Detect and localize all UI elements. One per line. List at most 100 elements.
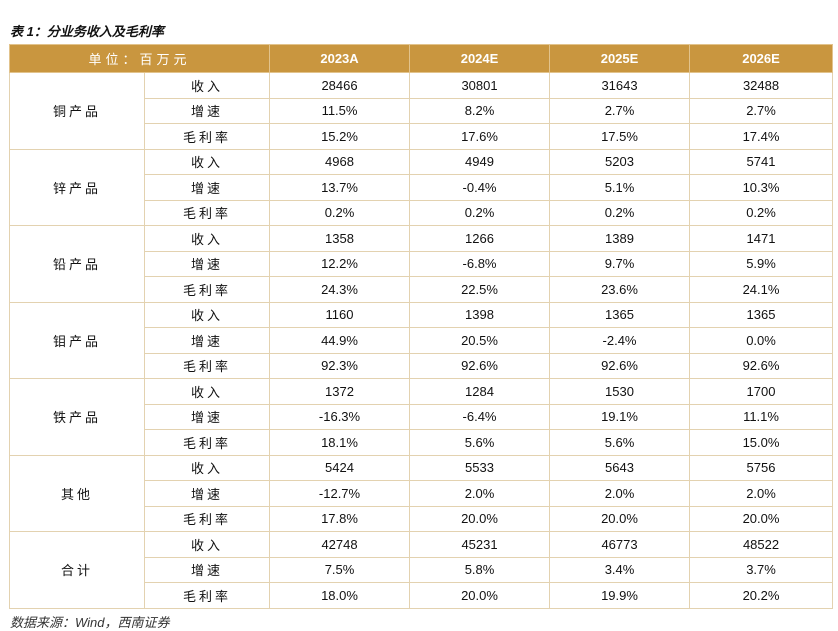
value-cell: 5.8% xyxy=(409,556,551,583)
value-cell: 13.7% xyxy=(269,174,411,201)
value-cell: 44.9% xyxy=(269,327,411,354)
metric-name: 增速 xyxy=(143,556,271,583)
table-row: 钼产品 收入 1160 1398 1365 1365 xyxy=(9,301,834,379)
value-cell: 17.6% xyxy=(409,123,551,150)
value-cell: 20.5% xyxy=(409,327,551,354)
value-cell: 19.1% xyxy=(549,403,691,430)
column-header: 2023A xyxy=(269,44,411,73)
value-cell: 5203 xyxy=(549,148,691,175)
metric-name: 增速 xyxy=(143,480,271,507)
value-cell: 0.2% xyxy=(689,199,834,226)
value-cell: 4968 xyxy=(269,148,411,175)
metric-name: 增速 xyxy=(143,174,271,201)
group-name: 合计 xyxy=(9,531,145,609)
value-cell: 9.7% xyxy=(549,250,691,277)
value-cell: 5741 xyxy=(689,148,834,175)
value-cell: 15.0% xyxy=(689,429,834,456)
value-cell: 0.2% xyxy=(549,199,691,226)
metric-name: 毛利率 xyxy=(143,123,271,150)
value-cell: 31643 xyxy=(549,72,691,99)
value-cell: 1365 xyxy=(549,301,691,328)
table-row: 铜产品 收入 28466 30801 31643 32488 xyxy=(9,72,834,150)
unit-header: 单位：百万元 xyxy=(8,44,271,73)
value-cell: 1284 xyxy=(409,378,551,405)
value-cell: 2.0% xyxy=(689,480,834,507)
value-cell: 1365 xyxy=(689,301,834,328)
table-row: 毛利率 18.1% 5.6% 5.6% 15.0% xyxy=(10,429,834,456)
table-row: 毛利率 0.2% 0.2% 0.2% 0.2% xyxy=(10,199,834,226)
revenue-table: 单位：百万元 2023A 2024E 2025E 2026E 铜产品 收入 28466 308… xyxy=(8,44,834,609)
metric-name: 收入 xyxy=(143,225,271,252)
value-cell: 18.1% xyxy=(269,429,411,456)
value-cell: 24.3% xyxy=(269,276,411,303)
value-cell: 1471 xyxy=(689,225,834,252)
value-cell: 92.3% xyxy=(269,352,411,379)
value-cell: 3.7% xyxy=(689,556,834,583)
value-cell: 5.6% xyxy=(549,429,691,456)
value-cell: 2.0% xyxy=(409,480,551,507)
metric-name: 收入 xyxy=(143,72,271,99)
value-cell: 1358 xyxy=(269,225,411,252)
value-cell: 92.6% xyxy=(689,352,834,379)
value-cell: 2.7% xyxy=(689,97,834,124)
value-cell: 32488 xyxy=(689,72,834,99)
table-row: 增速 13.7% -0.4% 5.1% 10.3% xyxy=(10,174,834,201)
value-cell: 30801 xyxy=(409,72,551,99)
value-cell: 46773 xyxy=(549,531,691,558)
metric-name: 收入 xyxy=(143,531,271,558)
value-cell: 1389 xyxy=(549,225,691,252)
group-name: 钼产品 xyxy=(9,301,145,379)
value-cell: 48522 xyxy=(689,531,834,558)
column-header: 2026E xyxy=(689,44,834,73)
table-row: 增速 12.2% -6.8% 9.7% 5.9% xyxy=(10,250,834,277)
value-cell: 11.1% xyxy=(689,403,834,430)
group-name: 锌产品 xyxy=(9,148,145,226)
table-row: 锌产品 收入 4968 4949 5203 5741 xyxy=(9,148,834,226)
value-cell: 7.5% xyxy=(269,556,411,583)
value-cell: 2.7% xyxy=(549,97,691,124)
value-cell: 2.0% xyxy=(549,480,691,507)
metric-name: 增速 xyxy=(143,97,271,124)
metric-name: 毛利率 xyxy=(143,276,271,303)
value-cell: 42748 xyxy=(269,531,411,558)
value-cell: 20.0% xyxy=(409,505,551,532)
table-row: 其他 收入 5424 5533 5643 5756 xyxy=(9,454,834,532)
header-row: 单位：百万元 2023A 2024E 2025E 2026E xyxy=(8,44,834,73)
value-cell: 18.0% xyxy=(269,582,411,609)
value-cell: 92.6% xyxy=(549,352,691,379)
value-cell: 10.3% xyxy=(689,174,834,201)
column-header: 2024E xyxy=(409,44,551,73)
table-body: 铜产品 收入 28466 30801 31643 32488 增速 11.5% 8.2% 2.7%… xyxy=(9,72,834,609)
table-row: 增速 7.5% 5.8% 3.4% 3.7% xyxy=(10,556,834,583)
metric-name: 增速 xyxy=(143,250,271,277)
value-cell: 92.6% xyxy=(409,352,551,379)
value-cell: 5533 xyxy=(409,454,551,481)
value-cell: 1160 xyxy=(269,301,411,328)
value-cell: -16.3% xyxy=(269,403,411,430)
value-cell: 22.5% xyxy=(409,276,551,303)
value-cell: 0.0% xyxy=(689,327,834,354)
source-note: 数据来源：Wind，西南证券 xyxy=(10,615,170,630)
value-cell: 17.8% xyxy=(269,505,411,532)
value-cell: -12.7% xyxy=(269,480,411,507)
table-row: 增速 -12.7% 2.0% 2.0% 2.0% xyxy=(10,480,834,507)
table-title: 表 1：分业务收入及毛利率 xyxy=(10,24,164,39)
value-cell: 45231 xyxy=(409,531,551,558)
group-name: 铅产品 xyxy=(9,225,145,303)
value-cell: 17.5% xyxy=(549,123,691,150)
group-name: 铁产品 xyxy=(9,378,145,456)
value-cell: 1530 xyxy=(549,378,691,405)
value-cell: 0.2% xyxy=(409,199,551,226)
metric-name: 增速 xyxy=(143,327,271,354)
table-row: 铅产品 收入 1358 1266 1389 1471 xyxy=(9,225,834,303)
value-cell: 20.0% xyxy=(549,505,691,532)
value-cell: 1398 xyxy=(409,301,551,328)
group-name: 铜产品 xyxy=(9,72,145,150)
value-cell: 1372 xyxy=(269,378,411,405)
value-cell: 3.4% xyxy=(549,556,691,583)
column-header: 2025E xyxy=(549,44,691,73)
metric-name: 增速 xyxy=(143,403,271,430)
value-cell: 20.0% xyxy=(409,582,551,609)
value-cell: -2.4% xyxy=(549,327,691,354)
